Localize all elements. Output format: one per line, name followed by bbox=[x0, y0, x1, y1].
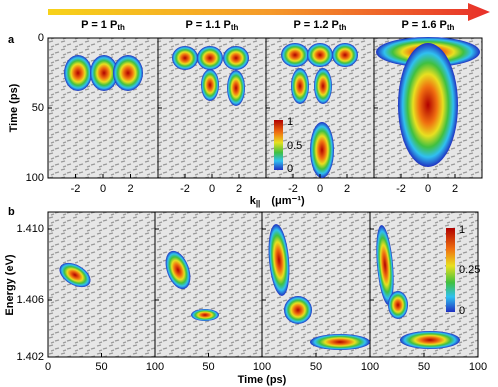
pump-arrow bbox=[48, 3, 490, 21]
y-tick-label: 50 bbox=[32, 102, 44, 114]
panel-label: a bbox=[8, 34, 15, 46]
x-tick-label: -2 bbox=[288, 183, 298, 195]
intensity-blob bbox=[388, 291, 408, 319]
colorbar-tick-label: 0 bbox=[287, 163, 293, 175]
x-tick-label: 2 bbox=[452, 183, 458, 195]
subplot-title-sub: th bbox=[231, 23, 239, 32]
x-axis-unit: (μm⁻¹) bbox=[271, 195, 305, 207]
colorbar-tick-label: 1 bbox=[459, 224, 465, 236]
intensity-blob bbox=[59, 262, 91, 288]
x-tick-label: -2 bbox=[396, 183, 406, 195]
intensity-blob bbox=[172, 46, 198, 70]
intensity-blob bbox=[291, 68, 309, 104]
intensity-blob bbox=[314, 68, 332, 104]
intensity-blob bbox=[310, 122, 334, 178]
intensity-blob bbox=[223, 46, 249, 70]
colorbar-tick-label: 1 bbox=[287, 116, 293, 128]
y-axis-label: Energy (eV) bbox=[4, 254, 16, 315]
intensity-blob bbox=[268, 224, 290, 296]
x-tick-label: 2 bbox=[236, 183, 242, 195]
colorbar bbox=[274, 120, 283, 170]
colorbar-tick-label: 0.5 bbox=[287, 140, 302, 152]
x-tick-label: 2 bbox=[344, 183, 350, 195]
intensity-blob bbox=[332, 43, 358, 67]
x-tick-label: 100 bbox=[146, 361, 164, 373]
subplot-title-sub: th bbox=[117, 23, 125, 32]
y-tick-label: 1.402 bbox=[16, 351, 44, 363]
intensity-blob bbox=[284, 296, 312, 324]
subplot-bg bbox=[154, 211, 263, 358]
x-tick-label: 0 bbox=[45, 361, 51, 373]
subplot-title-sub: th bbox=[339, 23, 347, 32]
intensity-blob bbox=[281, 43, 309, 67]
x-axis-label-sub: || bbox=[256, 199, 260, 208]
subplot-title: P = 1.6 Pth bbox=[402, 19, 455, 32]
panel-label: b bbox=[8, 206, 15, 218]
intensity-blob bbox=[400, 331, 460, 349]
x-tick-label: 0 bbox=[425, 183, 431, 195]
subplot-title: P = 1.2 Pth bbox=[294, 19, 347, 32]
x-tick-label: 50 bbox=[310, 361, 322, 373]
x-tick-label: 100 bbox=[361, 361, 379, 373]
intensity-blob bbox=[64, 55, 92, 91]
x-tick-label: 2 bbox=[127, 183, 133, 195]
subplot-title-main: P = 1.2 P bbox=[294, 19, 339, 31]
intensity-blob bbox=[307, 43, 333, 67]
subplot-title-main: P = 1.6 P bbox=[402, 19, 447, 31]
x-tick-label: 50 bbox=[418, 361, 430, 373]
subplot-title-main: P = 1.1 P bbox=[186, 19, 231, 31]
x-tick-label: -2 bbox=[71, 183, 81, 195]
subplot-title: P = 1.1 Pth bbox=[186, 19, 239, 32]
intensity-blob bbox=[191, 309, 219, 321]
colorbar-tick-label: 0.25 bbox=[459, 264, 480, 276]
intensity-blob bbox=[90, 55, 118, 91]
intensity-blob bbox=[310, 334, 370, 350]
subplot-title: P = 1 Pth bbox=[81, 19, 125, 32]
intensity-blob bbox=[165, 250, 191, 290]
x-axis-label-main: k bbox=[250, 195, 257, 207]
x-tick-label: 100 bbox=[253, 361, 271, 373]
intensity-blob bbox=[398, 43, 458, 167]
y-tick-label: 100 bbox=[26, 172, 44, 184]
colorbar-tick-label: 0 bbox=[459, 305, 465, 317]
x-tick-label: 100 bbox=[469, 361, 487, 373]
x-tick-label: -2 bbox=[180, 183, 190, 195]
x-tick-label: 0 bbox=[317, 183, 323, 195]
y-axis-label: Time (ps) bbox=[8, 83, 20, 132]
x-tick-label: 0 bbox=[209, 183, 215, 195]
subplot-title-sub: th bbox=[447, 23, 455, 32]
intensity-blob bbox=[227, 70, 245, 106]
x-tick-label: 50 bbox=[95, 361, 107, 373]
y-tick-label: 0 bbox=[38, 32, 44, 44]
intensity-blob bbox=[201, 69, 219, 101]
x-axis-label: k|| bbox=[250, 195, 261, 208]
subplot-title-main: P = 1 P bbox=[81, 19, 117, 31]
x-tick-label: 0 bbox=[100, 183, 106, 195]
y-tick-label: 1.410 bbox=[16, 223, 44, 235]
subplot-bg bbox=[47, 211, 156, 358]
y-tick-label: 1.406 bbox=[16, 294, 44, 306]
colorbar bbox=[446, 228, 455, 312]
x-tick-label: 50 bbox=[202, 361, 214, 373]
intensity-blob bbox=[113, 55, 143, 91]
intensity-blob bbox=[376, 225, 394, 305]
intensity-blob bbox=[197, 46, 223, 70]
x-axis-label: Time (ps) bbox=[238, 374, 287, 386]
